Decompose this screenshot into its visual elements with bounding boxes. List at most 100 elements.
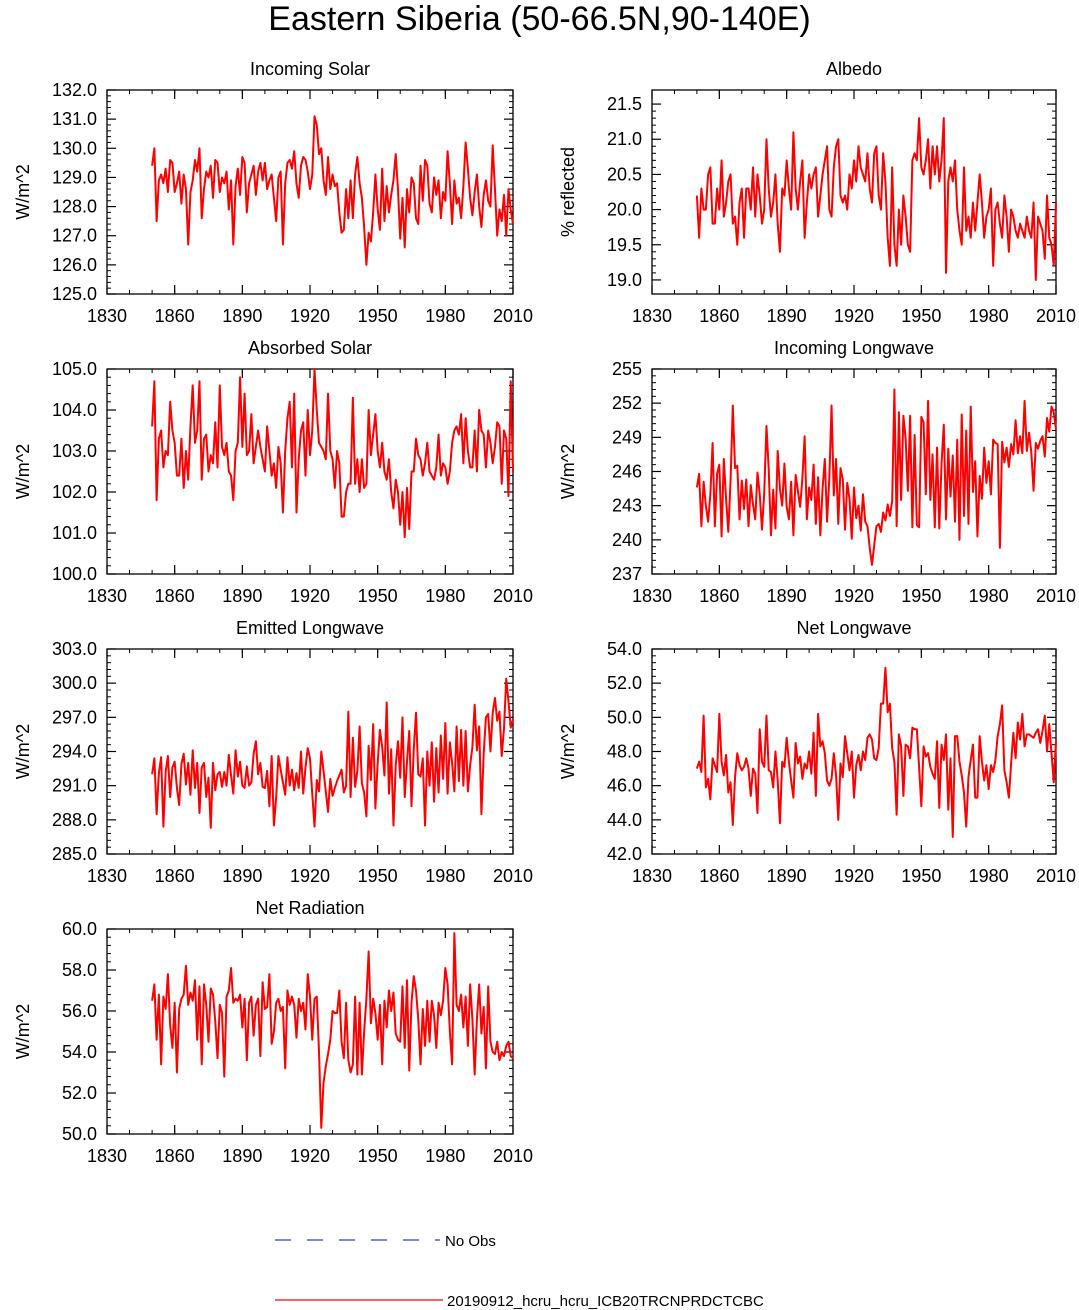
y-tick-label: 105.0 bbox=[52, 359, 97, 379]
y-tick-label: 102.0 bbox=[52, 482, 97, 502]
x-tick-label: 1980 bbox=[425, 306, 465, 326]
y-tick-label: 42.0 bbox=[607, 844, 642, 864]
x-tick-label: 1890 bbox=[222, 866, 262, 886]
x-tick-label: 2010 bbox=[1036, 306, 1076, 326]
y-axis-label: W/m^2 bbox=[13, 724, 33, 779]
x-tick-label: 1920 bbox=[834, 866, 874, 886]
y-axis-label: W/m^2 bbox=[13, 444, 33, 499]
panel-title: Incoming Longwave bbox=[774, 338, 934, 358]
y-tick-label: 249 bbox=[612, 427, 642, 447]
panel-emitted-longwave: Emitted Longwave W/m^2 1830 1860 1890 1920 195… bbox=[13, 618, 533, 886]
y-tick-label: 297.0 bbox=[52, 707, 97, 727]
x-tick-label: 1830 bbox=[632, 866, 672, 886]
x-tick-label: 2010 bbox=[1036, 586, 1076, 606]
panel-net-radiation: Net Radiation W/m^2 1830 1860 1890 1920 1950 19… bbox=[13, 898, 533, 1166]
y-tick-label: 50.0 bbox=[607, 707, 642, 727]
x-tick-label: 1830 bbox=[87, 866, 127, 886]
y-axis-label: % reflected bbox=[558, 147, 578, 237]
x-tick-label: 1980 bbox=[969, 586, 1009, 606]
y-tick-label: 50.0 bbox=[62, 1124, 97, 1144]
x-tick-label: 1830 bbox=[632, 586, 672, 606]
x-tick-label: 1950 bbox=[358, 866, 398, 886]
y-tick-label: 52.0 bbox=[62, 1083, 97, 1103]
series-line bbox=[695, 117, 1057, 281]
panel-incoming-solar: Incoming Solar W/m^2 1830 1860 1890 1920 1950 1… bbox=[13, 59, 533, 326]
y-tick-label: 252 bbox=[612, 393, 642, 413]
legend-no-obs-label: No Obs bbox=[445, 1233, 496, 1250]
y-tick-label: 101.0 bbox=[52, 523, 97, 543]
y-tick-label: 103.0 bbox=[52, 441, 97, 461]
panels: Incoming Solar W/m^2 1830 1860 1890 1920 1950 1… bbox=[13, 59, 1076, 1166]
y-tick-label: 246 bbox=[612, 462, 642, 482]
y-tick-label: 130.0 bbox=[52, 138, 97, 158]
panel-title: Net Longwave bbox=[796, 618, 911, 638]
y-tick-label: 54.0 bbox=[62, 1042, 97, 1062]
y-tick-label: 255 bbox=[612, 359, 642, 379]
y-tick-label: 303.0 bbox=[52, 639, 97, 659]
series-line bbox=[695, 666, 1057, 838]
y-tick-label: 126.0 bbox=[52, 255, 97, 275]
x-tick-label: 2010 bbox=[493, 586, 533, 606]
y-tick-label: 132.0 bbox=[52, 80, 97, 100]
x-tick-label: 1950 bbox=[901, 866, 941, 886]
series-line bbox=[151, 368, 514, 539]
panel-incoming-longwave: Incoming Longwave W/m^2 1830 1860 1890 1920 19… bbox=[558, 338, 1076, 606]
y-axis-label: W/m^2 bbox=[558, 724, 578, 779]
y-tick-label: 60.0 bbox=[62, 919, 97, 939]
x-tick-label: 2010 bbox=[1036, 866, 1076, 886]
plot-frame bbox=[106, 368, 514, 575]
x-tick-label: 1860 bbox=[155, 866, 195, 886]
series-line bbox=[151, 115, 514, 266]
x-tick-label: 1920 bbox=[290, 586, 330, 606]
y-tick-label: 129.0 bbox=[52, 167, 97, 187]
x-tick-label: 1980 bbox=[425, 866, 465, 886]
x-tick-label: 1860 bbox=[699, 866, 739, 886]
x-tick-label: 1920 bbox=[834, 586, 874, 606]
y-tick-label: 100.0 bbox=[52, 564, 97, 584]
y-tick-label: 19.5 bbox=[607, 235, 642, 255]
panel-title: Albedo bbox=[826, 59, 882, 79]
y-tick-label: 58.0 bbox=[62, 960, 97, 980]
panel-title: Absorbed Solar bbox=[248, 338, 372, 358]
y-tick-label: 104.0 bbox=[52, 400, 97, 420]
series-line bbox=[151, 677, 514, 829]
x-tick-label: 1890 bbox=[767, 586, 807, 606]
x-tick-label: 1920 bbox=[290, 306, 330, 326]
x-tick-label: 1890 bbox=[767, 306, 807, 326]
panel-absorbed-solar: Absorbed Solar W/m^2 1830 1860 1890 1920 1950 1… bbox=[13, 338, 533, 606]
y-tick-label: 20.0 bbox=[607, 200, 642, 220]
series-line bbox=[695, 388, 1057, 566]
y-tick-label: 125.0 bbox=[52, 284, 97, 304]
y-tick-label: 21.0 bbox=[607, 129, 642, 149]
x-tick-label: 1860 bbox=[155, 586, 195, 606]
x-tick-label: 1830 bbox=[632, 306, 672, 326]
y-tick-label: 237 bbox=[612, 564, 642, 584]
x-tick-label: 1920 bbox=[290, 866, 330, 886]
y-axis-label: W/m^2 bbox=[558, 444, 578, 499]
y-tick-label: 54.0 bbox=[607, 639, 642, 659]
y-tick-label: 46.0 bbox=[607, 776, 642, 796]
y-tick-label: 52.0 bbox=[607, 673, 642, 693]
panel-title: Incoming Solar bbox=[250, 59, 370, 79]
x-tick-label: 1920 bbox=[834, 306, 874, 326]
x-tick-label: 1830 bbox=[87, 306, 127, 326]
y-tick-label: 288.0 bbox=[52, 810, 97, 830]
y-tick-label: 56.0 bbox=[62, 1001, 97, 1021]
x-tick-label: 2010 bbox=[493, 1146, 533, 1166]
legend: No Obs 20190912_hcru_hcru_ICB20TRCNPRDCT… bbox=[275, 1233, 764, 1310]
plot-frame bbox=[106, 648, 514, 855]
y-tick-label: 20.5 bbox=[607, 164, 642, 184]
x-tick-label: 1890 bbox=[222, 1146, 262, 1166]
legend-model-label: 20190912_hcru_hcru_ICB20TRCNPRDCTCBC bbox=[447, 1293, 764, 1310]
x-tick-label: 1830 bbox=[87, 1146, 127, 1166]
x-tick-label: 1890 bbox=[222, 586, 262, 606]
x-tick-label: 1920 bbox=[290, 1146, 330, 1166]
x-tick-label: 1950 bbox=[358, 306, 398, 326]
x-tick-label: 1860 bbox=[699, 306, 739, 326]
x-tick-label: 1980 bbox=[425, 586, 465, 606]
panel-albedo: Albedo % reflected 1830 1860 1890 1920 1950 198… bbox=[558, 59, 1076, 326]
y-tick-label: 243 bbox=[612, 496, 642, 516]
page-title: Eastern Siberia (50-66.5N,90-140E) bbox=[268, 0, 810, 38]
y-tick-label: 131.0 bbox=[52, 109, 97, 129]
